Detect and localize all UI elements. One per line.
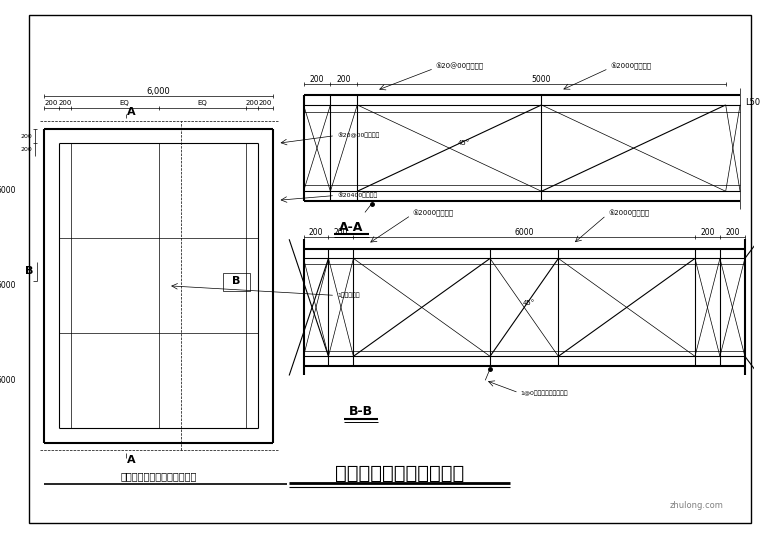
Text: 200: 200 xyxy=(309,228,323,237)
Text: B: B xyxy=(25,266,33,277)
Text: EQ: EQ xyxy=(120,100,129,106)
Text: 5000: 5000 xyxy=(0,186,16,195)
Text: 5000: 5000 xyxy=(0,281,16,291)
Text: 200: 200 xyxy=(21,147,32,152)
Text: B-B: B-B xyxy=(349,406,373,419)
Text: 1号连筋展层: 1号连筋展层 xyxy=(337,293,359,298)
Text: 5000: 5000 xyxy=(0,376,16,385)
Text: 200: 200 xyxy=(59,100,71,106)
Text: 5000: 5000 xyxy=(532,75,551,83)
Text: ⑤2000角侧筋距: ⑤2000角侧筋距 xyxy=(608,210,649,217)
Text: 6000: 6000 xyxy=(515,228,534,237)
Text: 200: 200 xyxy=(700,228,714,237)
Text: 连续墙钢筋笼骨架加固平面图: 连续墙钢筋笼骨架加固平面图 xyxy=(121,471,197,481)
Text: A: A xyxy=(127,455,135,465)
Text: L50: L50 xyxy=(745,97,760,107)
Text: 200: 200 xyxy=(45,100,59,106)
Text: 地连墙钢筋笼加固示意图: 地连墙钢筋笼加固示意图 xyxy=(335,464,464,483)
Text: ⑤2000角侧筋距: ⑤2000角侧筋距 xyxy=(610,63,651,70)
Text: ⑤20@00主筋间距: ⑤20@00主筋间距 xyxy=(337,133,379,138)
Text: ⑤20@00腰侧筋距: ⑤20@00腰侧筋距 xyxy=(436,63,484,70)
Text: A: A xyxy=(127,107,135,117)
Text: 45°: 45° xyxy=(458,140,470,146)
Text: zhulong.com: zhulong.com xyxy=(670,501,724,511)
Text: 45°: 45° xyxy=(523,300,535,306)
Text: B: B xyxy=(233,276,241,286)
Text: ⑤20400腰内筋距: ⑤20400腰内筋距 xyxy=(337,193,378,199)
Text: A-A: A-A xyxy=(339,221,364,234)
Text: 200: 200 xyxy=(337,75,351,83)
Text: 200: 200 xyxy=(259,100,272,106)
Text: 6,000: 6,000 xyxy=(147,87,170,96)
Text: ⑤2000腰侧筋距: ⑤2000腰侧筋距 xyxy=(413,210,454,217)
Text: 1@0钢板与钢筋之间体缝: 1@0钢板与钢筋之间体缝 xyxy=(521,390,568,395)
Text: 200: 200 xyxy=(310,75,325,83)
Text: 200: 200 xyxy=(21,133,32,139)
Text: EQ: EQ xyxy=(198,100,207,106)
Text: 200: 200 xyxy=(245,100,259,106)
Bar xyxy=(223,273,250,291)
Text: 200: 200 xyxy=(334,228,348,237)
Text: 200: 200 xyxy=(725,228,739,237)
